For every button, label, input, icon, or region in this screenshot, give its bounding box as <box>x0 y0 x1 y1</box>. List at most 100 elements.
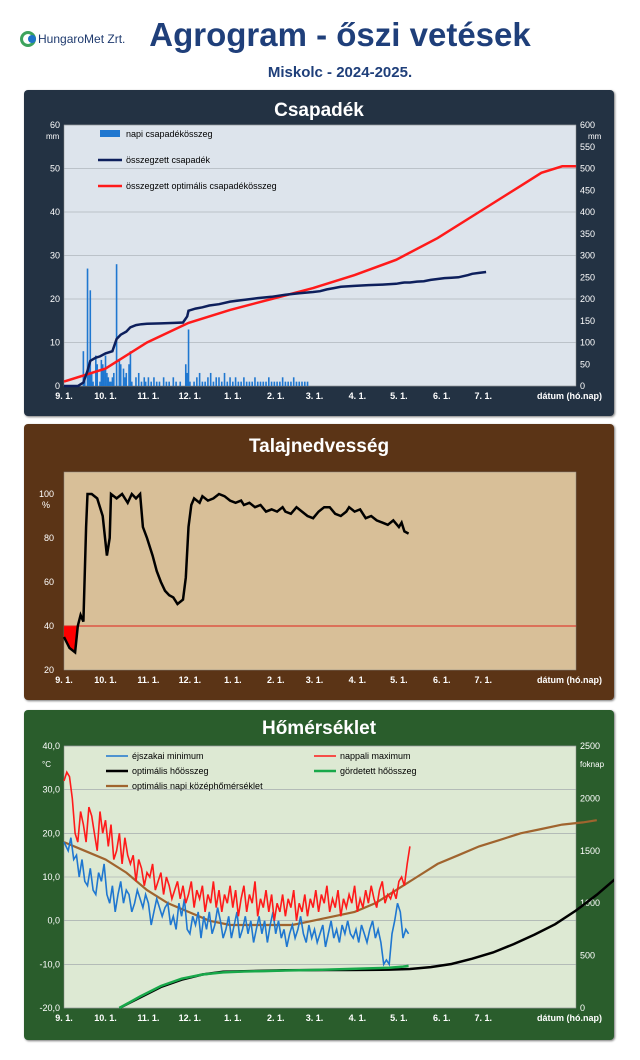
precip-bar <box>186 372 188 386</box>
soil-panel: Talajnedvesség 20 40 60 80 100% 9. 1. 10. 1. 11… <box>24 424 614 700</box>
precip-bar <box>303 381 306 386</box>
precip-bar <box>295 381 298 386</box>
precip-bar <box>90 372 93 386</box>
y-tick-label-right: 2500 <box>580 741 600 751</box>
x-tick-label: 2. 1. <box>267 1013 285 1023</box>
y-tick-label-left: 10 <box>50 338 60 348</box>
precip-bar <box>262 381 265 386</box>
y-tick-label-right: 450 <box>580 185 595 195</box>
precip-bar <box>223 372 226 386</box>
precip-bar <box>119 364 122 386</box>
precip-bar <box>168 381 170 386</box>
legend-swatch-bar <box>100 130 120 137</box>
precip-bar <box>128 364 130 386</box>
x-tick-label: 7. 1. <box>475 675 493 685</box>
precip-bar <box>215 377 218 386</box>
precip-bar <box>268 377 270 386</box>
y-tick-label: 100 <box>39 489 54 499</box>
x-tick-label: 5. 1. <box>390 391 408 401</box>
legend-label: nappali maximum <box>340 751 411 761</box>
precip-bar <box>101 364 104 386</box>
plot-area <box>63 471 577 671</box>
x-tick-label: 5. 1. <box>390 1013 408 1023</box>
precip-bar <box>122 368 125 386</box>
precip-bar <box>243 377 245 386</box>
x-tick-label: 1. 1. <box>224 675 242 685</box>
precip-bar <box>212 381 215 386</box>
precip-bar <box>111 377 114 386</box>
x-axis-label: dátum (hó.nap) <box>537 675 602 685</box>
precip-bar <box>256 381 259 386</box>
soil-title: Talajnedvesség <box>248 436 390 457</box>
y-tick-label-left: 50 <box>50 164 60 174</box>
y-tick-label-left: 0,0 <box>47 916 60 926</box>
precip-bar <box>279 381 281 386</box>
precip-bar <box>273 381 276 386</box>
y-tick-label-right: 550 <box>580 142 595 152</box>
precip-bar <box>124 377 126 386</box>
x-tick-label: 11. 1. <box>137 675 159 685</box>
y-tick-label-right: 1500 <box>580 846 600 856</box>
x-tick-label: 9. 1. <box>55 391 73 401</box>
precip-bar <box>99 381 101 386</box>
y-tick-label-right: 350 <box>580 229 595 239</box>
x-tick-label: 1. 1. <box>224 1013 242 1023</box>
y-tick-label-left: 10,0 <box>42 872 60 882</box>
x-tick-label: 6. 1. <box>433 391 451 401</box>
x-tick-label: 5. 1. <box>390 675 408 685</box>
precip-bar <box>229 377 231 386</box>
x-tick-label: 3. 1. <box>306 1013 324 1023</box>
precip-bar <box>129 351 132 386</box>
precip-bar <box>135 377 137 386</box>
optimal-cumulative-line <box>63 165 576 383</box>
legend-label: összegzett optimális csapadékösszeg <box>126 181 277 191</box>
x-tick-label: 10. 1. <box>94 675 117 685</box>
y-tick-label-left: 40 <box>50 207 60 217</box>
precip-bar <box>209 372 212 386</box>
x-axis-label: dátum (hó.nap) <box>537 391 602 401</box>
precip-bar <box>237 381 240 386</box>
precip-bar <box>175 381 177 386</box>
precip-bar <box>187 329 190 386</box>
precip-bar <box>281 377 284 386</box>
precip-bar <box>155 381 158 386</box>
x-axis-label: dátum (hó.nap) <box>537 1013 602 1023</box>
y-tick-label-right: 500 <box>580 164 595 174</box>
day-maximum-line <box>63 770 411 921</box>
precip-bar <box>245 381 248 386</box>
precip-bar <box>207 377 209 386</box>
precip-bar <box>284 381 287 386</box>
precip-bar <box>193 381 195 386</box>
y-tick-label-right: 50 <box>580 359 590 369</box>
precip-bar <box>201 381 204 386</box>
x-tick-label: 9. 1. <box>55 675 73 685</box>
x-tick-label: 10. 1. <box>94 1013 117 1023</box>
precip-bar <box>259 381 262 386</box>
precip-bar <box>220 381 223 386</box>
y-tick-label-left: 40,0 <box>42 741 60 751</box>
precip-bar <box>88 364 90 386</box>
precip-bar <box>270 381 273 386</box>
x-tick-label: 4. 1. <box>349 675 367 685</box>
precip-bar <box>108 381 111 386</box>
temp-panel: Hőmérséklet -20,0 -10,0 0,0 10,0 20,0 30,0 40,… <box>24 710 614 1040</box>
x-tick-label: 12. 1. <box>179 675 202 685</box>
precip-bar <box>232 381 234 386</box>
y-tick-label: 20 <box>44 665 54 675</box>
y-tick-label-left: 30 <box>50 251 60 261</box>
x-tick-label: 11. 1. <box>137 1013 159 1023</box>
precip-bar <box>100 359 103 386</box>
precip-bar <box>198 372 201 386</box>
y-tick-label-right: 250 <box>580 272 595 282</box>
y-tick-label-left: -20,0 <box>39 1003 60 1013</box>
precip-bar <box>276 381 278 386</box>
legend-label: optimális napi középhőmérséklet <box>132 781 263 791</box>
y-tick-label-right: 0 <box>580 381 585 391</box>
x-tick-label: 6. 1. <box>433 1013 451 1023</box>
precip-bar <box>292 377 295 386</box>
x-tick-label: 2. 1. <box>267 675 285 685</box>
precip-bar <box>104 355 107 386</box>
y-tick-label-right: 100 <box>580 338 595 348</box>
precip-bar <box>196 377 198 386</box>
y-tick-label-left: -10,0 <box>39 959 60 969</box>
